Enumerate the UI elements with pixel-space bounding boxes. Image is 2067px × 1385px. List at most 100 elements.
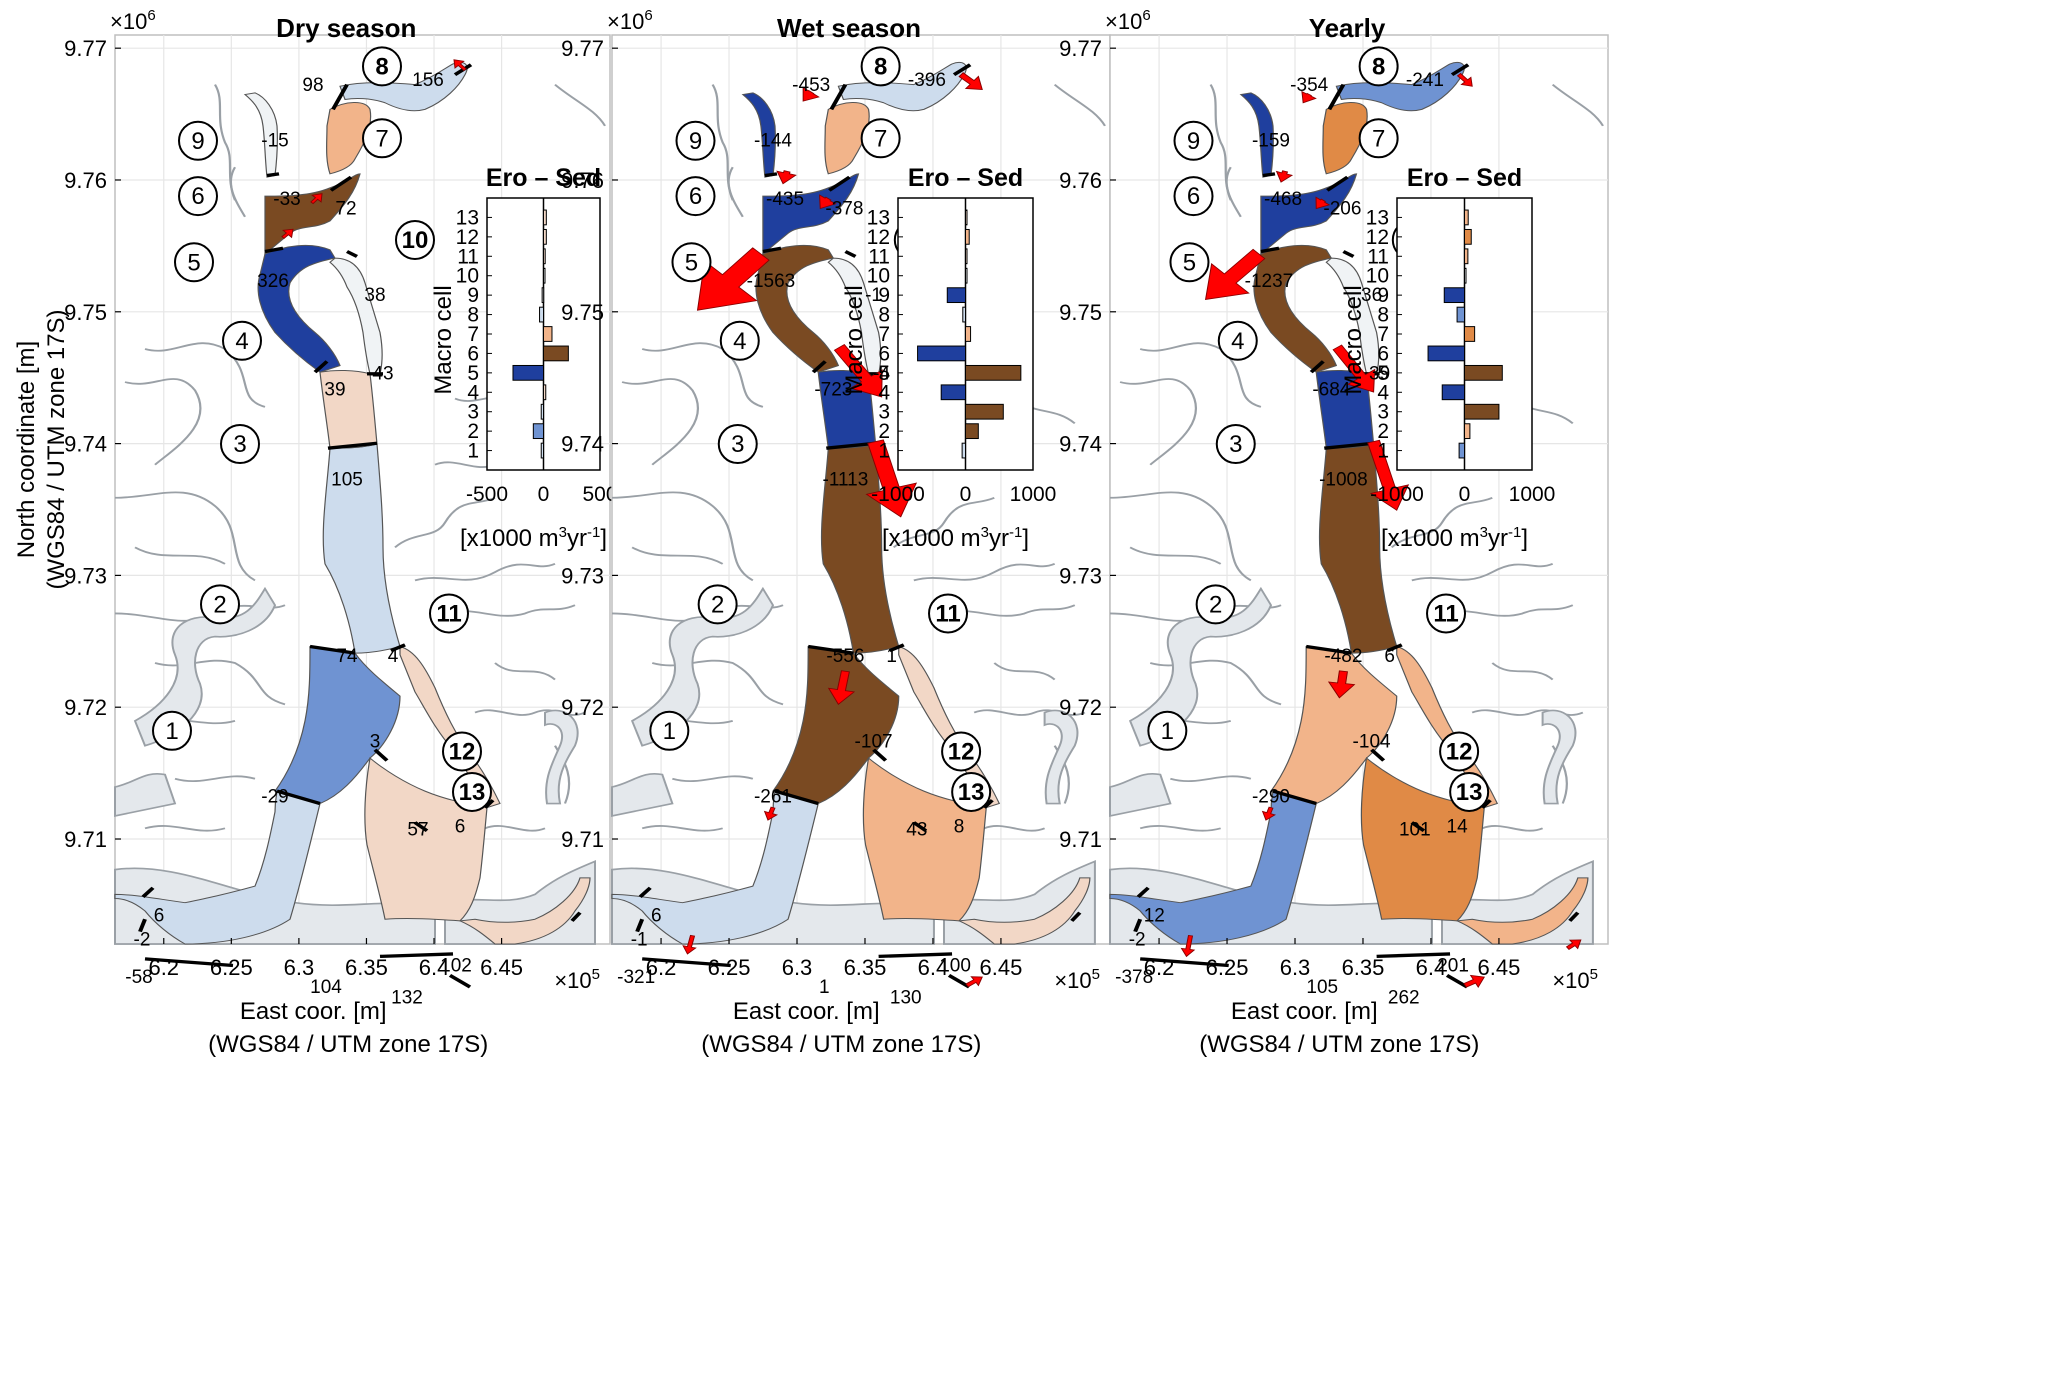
flux-arrow: [965, 976, 983, 988]
cell-number-13: 13: [958, 779, 985, 806]
cell-12: [364, 757, 488, 922]
x-tick-label: 6.2: [646, 955, 677, 980]
flux-label: 6: [154, 906, 165, 927]
flux-label: -556: [826, 646, 864, 667]
cell-7: [1322, 102, 1368, 175]
inset-y-tick-label: 2: [1377, 420, 1389, 443]
cell-number-4: 4: [733, 328, 746, 355]
y-tick-label: 9.73: [1059, 563, 1102, 588]
x-tick-label: 6.2: [1144, 955, 1175, 980]
map-panel-3: 12345678910111213-241-354-159-468-206-12…: [1059, 7, 1609, 1058]
boundary-line: [1376, 952, 1451, 959]
inset-y-tick-label: 4: [467, 381, 479, 404]
flux-arrow: [763, 806, 778, 821]
cell-number-7: 7: [874, 125, 887, 152]
cell-number-9: 9: [191, 128, 204, 155]
flux-arrow: [865, 439, 918, 518]
map-title: Wet season: [777, 13, 921, 43]
inset-x-label: [x1000 m3yr-1]: [460, 524, 607, 552]
cell-marker-12: [941, 731, 982, 772]
boundary-line: [144, 957, 234, 968]
x-axis-label-2: (WGS84 / UTM zone 17S): [208, 1031, 488, 1058]
flux-label: -104: [1353, 731, 1391, 752]
x-ticks: 6.2 6.25 6.3 6.35 6.4 6.45: [1144, 938, 1521, 980]
boundary-line: [313, 360, 329, 374]
inset-y-tick-label: 13: [456, 206, 479, 229]
inset-x-tick-label: -1000: [1370, 483, 1424, 506]
inset-x-label-part: -1: [587, 524, 600, 541]
cell-number-2: 2: [213, 591, 226, 618]
boundary-line: [952, 63, 972, 76]
flux-arrow: [827, 670, 856, 706]
x-tick-label: 6.35: [1342, 955, 1385, 980]
inset-x-label: [x1000 m3yr-1]: [882, 524, 1029, 552]
y-exponent-power: 6: [1142, 7, 1150, 24]
flux-label: 74: [336, 646, 358, 667]
flux-label: -396: [908, 70, 946, 91]
x-tick-label: 6.2: [148, 955, 179, 980]
flux-label: -482: [1324, 646, 1362, 667]
flux-label: 6: [651, 906, 662, 927]
bar-cell-8: [1456, 306, 1465, 323]
cell-marker-7: [860, 118, 901, 159]
boundary-line: [276, 789, 321, 806]
boundary-line: [141, 886, 155, 899]
inset-x-label-part: yr: [1488, 525, 1508, 552]
boundary-line: [331, 83, 349, 111]
map-content: [610, 61, 1107, 989]
flux-label: 98: [302, 75, 323, 96]
boundary-line: [327, 441, 378, 450]
flux-label: 39: [1369, 364, 1390, 385]
inset-y-tick-label: 4: [878, 381, 890, 404]
cell-number-5: 5: [685, 249, 698, 276]
x-tick-label: 6.45: [980, 955, 1023, 980]
inset-y-tick-label: 2: [878, 420, 890, 443]
y-tick-label: 9.72: [1059, 695, 1102, 720]
cell-13: [1455, 877, 1589, 945]
flux-label: 101: [1399, 820, 1431, 841]
flux-label: 39: [324, 379, 345, 400]
cell-number-11: 11: [935, 600, 960, 627]
flux-label: -4: [873, 364, 890, 385]
flux-label: 130: [890, 987, 922, 1008]
cell-marker-2: [697, 584, 738, 625]
flux-label: -290: [1252, 787, 1290, 808]
cell-marker-13: [1449, 771, 1490, 812]
flux-arrow: [1261, 806, 1276, 821]
y-tick-label: 9.73: [561, 563, 604, 588]
x-ticks: 6.2 6.25 6.3 6.35 6.4 6.45: [148, 938, 523, 980]
inset-y-tick-label: 9: [467, 284, 479, 307]
flux-label: 100: [939, 955, 971, 976]
y-ticks: 9.71 9.72 9.73 9.74 9.75 9.76 9.77: [1059, 36, 1116, 852]
x-tick-label: 6.45: [1478, 955, 1521, 980]
cell-marker-5: [1169, 242, 1210, 283]
inset-x-tick-label: 0: [538, 483, 550, 506]
inset-x-label-part: 3: [559, 524, 567, 541]
map-content: [113, 59, 607, 989]
inset-y-tick-label: 4: [1377, 381, 1389, 404]
boundary-line: [345, 250, 359, 258]
cell-1: [611, 790, 819, 945]
inset-y-tick-label: 6: [878, 342, 890, 365]
cell-number-9: 9: [689, 128, 702, 155]
boundary-line: [638, 886, 652, 899]
x-tick-label: 6.35: [345, 955, 388, 980]
cell-number-11: 11: [1433, 600, 1458, 627]
cell-marker-7: [362, 118, 402, 159]
y-exponent-base: ×10: [110, 9, 147, 34]
y-exponent-base: ×10: [607, 9, 644, 34]
boundary-line: [1262, 172, 1276, 178]
inset-y-label: Macro cell: [430, 285, 457, 394]
inset-y-tick-label: 6: [467, 342, 479, 365]
boundary-line: [872, 748, 888, 762]
boundary-line: [1386, 643, 1403, 653]
cell-number-1: 1: [663, 718, 676, 745]
y-tick-label: 9.73: [64, 563, 107, 588]
inset-y-tick-label: 2: [467, 420, 479, 443]
cell-5: [755, 244, 840, 373]
boundary-line: [844, 250, 857, 258]
x-exponent: ×105: [1552, 966, 1598, 993]
inset-title: Ero – Sed: [908, 164, 1023, 192]
